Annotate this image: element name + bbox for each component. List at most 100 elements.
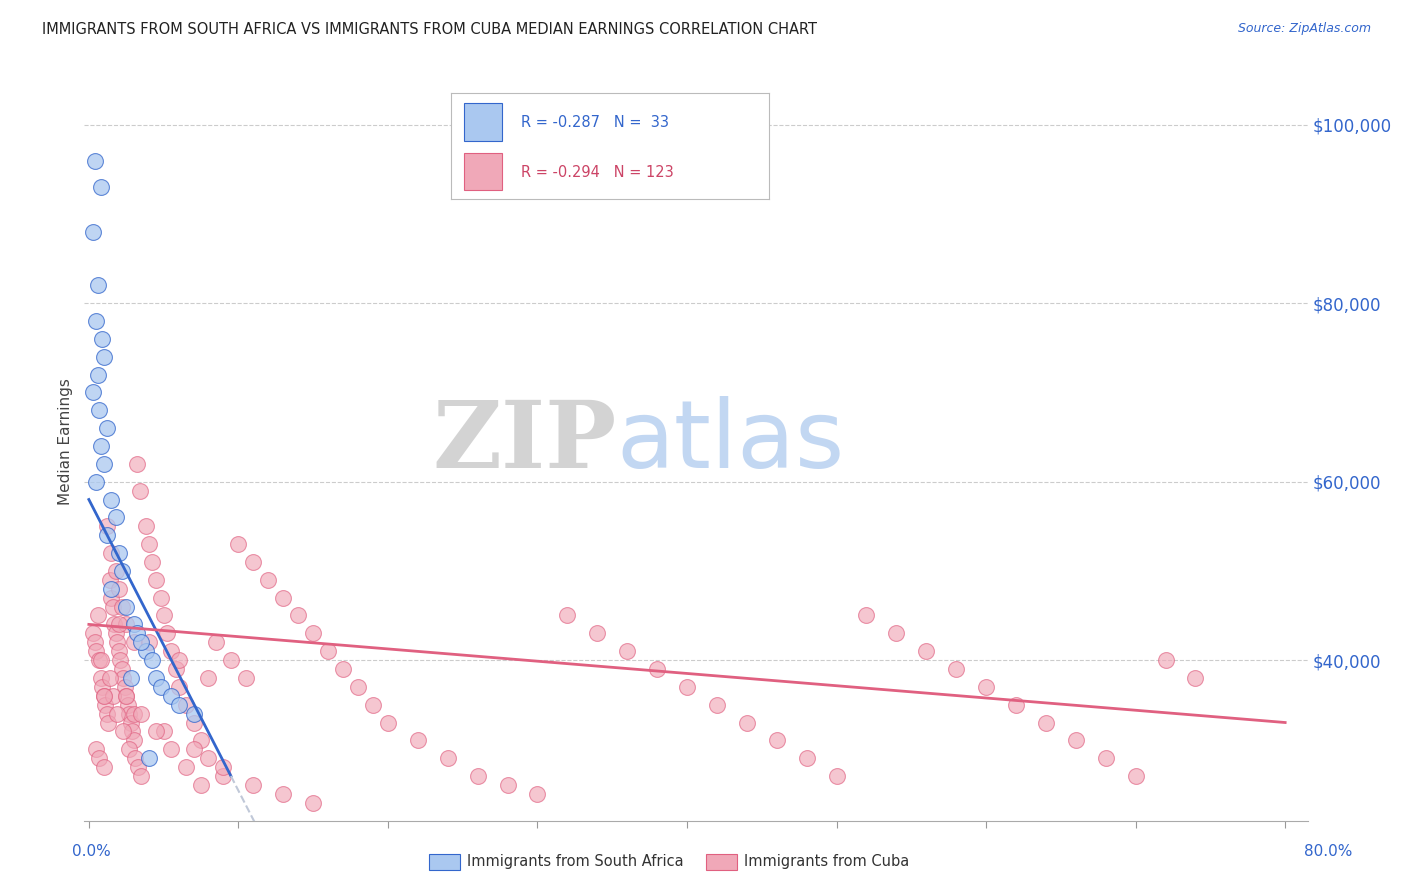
Point — [98, 573, 121, 587]
Point — [83, 635, 105, 649]
Point — [87, 608, 110, 623]
Text: Source: ZipAtlas.com: Source: ZipAtlas.com — [1237, 22, 1371, 36]
Point — [122, 706, 145, 721]
Point — [117, 698, 139, 712]
Point — [93, 689, 115, 703]
Point — [167, 698, 190, 712]
Point — [174, 760, 197, 774]
Point — [86, 475, 108, 489]
Point — [82, 626, 104, 640]
Point — [183, 742, 205, 756]
Point — [100, 591, 122, 605]
Point — [361, 698, 384, 712]
Point — [122, 617, 145, 632]
Point — [945, 662, 967, 676]
Point — [105, 706, 128, 721]
Point — [90, 671, 112, 685]
Point — [115, 689, 138, 703]
Point — [96, 421, 118, 435]
Point — [235, 671, 257, 685]
Y-axis label: Median Earnings: Median Earnings — [58, 378, 73, 505]
Point — [129, 706, 152, 721]
Point — [197, 751, 219, 765]
Point — [135, 644, 157, 658]
Point — [735, 715, 758, 730]
Point — [160, 689, 183, 703]
Point — [97, 715, 120, 730]
Point — [145, 724, 167, 739]
Point — [125, 626, 148, 640]
Point — [152, 724, 174, 739]
Point — [111, 564, 134, 578]
Point — [115, 617, 138, 632]
Text: Immigrants from Cuba: Immigrants from Cuba — [744, 855, 910, 869]
Point — [138, 537, 160, 551]
Point — [242, 778, 264, 792]
Point — [915, 644, 938, 658]
Point — [122, 635, 145, 649]
Point — [160, 644, 183, 658]
Point — [377, 715, 399, 730]
Point — [89, 653, 111, 667]
Point — [467, 769, 489, 783]
Point — [271, 591, 294, 605]
Point — [616, 644, 638, 658]
Point — [302, 626, 325, 640]
Point — [112, 671, 135, 685]
Point — [347, 680, 370, 694]
Point — [112, 724, 135, 739]
Text: atlas: atlas — [616, 395, 845, 488]
Point — [141, 555, 163, 569]
Point — [111, 662, 134, 676]
Point — [886, 626, 908, 640]
Point — [149, 591, 172, 605]
Text: 0.0%: 0.0% — [72, 845, 111, 859]
Point — [121, 724, 143, 739]
Point — [219, 653, 242, 667]
Text: IMMIGRANTS FROM SOUTH AFRICA VS IMMIGRANTS FROM CUBA MEDIAN EARNINGS CORRELATION: IMMIGRANTS FROM SOUTH AFRICA VS IMMIGRAN… — [42, 22, 817, 37]
Point — [496, 778, 519, 792]
Point — [205, 635, 228, 649]
Point — [586, 626, 609, 640]
Point — [145, 573, 167, 587]
Point — [122, 733, 145, 747]
Point — [174, 698, 197, 712]
Point — [124, 751, 146, 765]
Point — [197, 671, 219, 685]
Text: Immigrants from South Africa: Immigrants from South Africa — [467, 855, 683, 869]
Point — [82, 225, 104, 239]
Point — [125, 457, 148, 471]
Point — [107, 617, 129, 632]
Point — [155, 626, 177, 640]
Point — [86, 742, 108, 756]
Point — [406, 733, 429, 747]
Point — [110, 653, 132, 667]
Text: ZIP: ZIP — [432, 397, 616, 486]
Point — [855, 608, 877, 623]
Point — [152, 608, 174, 623]
Point — [138, 635, 160, 649]
Point — [114, 680, 136, 694]
Point — [796, 751, 818, 765]
Point — [93, 760, 115, 774]
Point — [90, 180, 112, 194]
Point — [90, 439, 112, 453]
Point — [86, 314, 108, 328]
Point — [83, 153, 105, 168]
Point — [118, 742, 141, 756]
Point — [86, 644, 108, 658]
Point — [1125, 769, 1147, 783]
Point — [93, 457, 115, 471]
Point — [129, 635, 152, 649]
Point — [107, 582, 129, 596]
Point — [167, 680, 190, 694]
Point — [765, 733, 787, 747]
Point — [557, 608, 579, 623]
Point — [287, 608, 309, 623]
Point — [127, 760, 149, 774]
Point — [1005, 698, 1028, 712]
Point — [436, 751, 458, 765]
Point — [128, 483, 150, 498]
Point — [271, 787, 294, 801]
Point — [107, 546, 129, 560]
